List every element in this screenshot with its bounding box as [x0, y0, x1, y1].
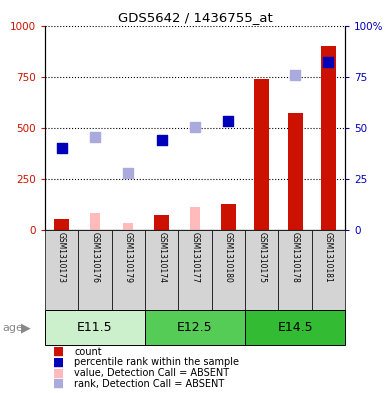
Bar	[190, 208, 200, 230]
Bar	[145, 230, 178, 310]
Text: GSM1310181: GSM1310181	[324, 232, 333, 283]
Text: age: age	[2, 323, 23, 333]
Text: GSM1310178: GSM1310178	[291, 232, 300, 283]
Bar	[45, 230, 78, 310]
Bar	[312, 230, 345, 310]
Bar	[45, 310, 145, 345]
Bar	[145, 310, 245, 345]
Bar	[178, 230, 212, 310]
Text: GSM1310180: GSM1310180	[224, 232, 233, 283]
Point	[225, 118, 232, 124]
Text: GSM1310177: GSM1310177	[190, 232, 200, 283]
Bar	[90, 213, 100, 230]
Point	[325, 59, 332, 66]
Text: percentile rank within the sample: percentile rank within the sample	[74, 357, 239, 367]
Text: ■: ■	[53, 356, 64, 369]
Bar	[212, 230, 245, 310]
Bar	[254, 79, 269, 230]
Text: count: count	[74, 347, 102, 357]
Point	[292, 72, 298, 78]
Text: GSM1310174: GSM1310174	[157, 232, 166, 283]
Bar	[78, 230, 112, 310]
Text: ■: ■	[53, 377, 64, 390]
Text: rank, Detection Call = ABSENT: rank, Detection Call = ABSENT	[74, 378, 224, 389]
Bar	[154, 215, 169, 230]
Text: ■: ■	[53, 345, 64, 358]
Text: GSM1310173: GSM1310173	[57, 232, 66, 283]
Bar	[221, 204, 236, 230]
Text: ▶: ▶	[21, 321, 31, 334]
Text: GSM1310179: GSM1310179	[124, 232, 133, 283]
Point	[192, 123, 198, 130]
Point	[158, 137, 165, 143]
Text: E14.5: E14.5	[277, 321, 313, 334]
Text: value, Detection Call = ABSENT: value, Detection Call = ABSENT	[74, 368, 229, 378]
Bar	[278, 230, 312, 310]
Text: GSM1310175: GSM1310175	[257, 232, 266, 283]
Bar	[245, 310, 345, 345]
Bar	[321, 46, 336, 230]
Bar	[123, 223, 133, 230]
Bar	[54, 219, 69, 230]
Text: GSM1310176: GSM1310176	[90, 232, 99, 283]
Point	[92, 134, 98, 140]
Bar	[287, 114, 303, 230]
Point	[58, 145, 65, 151]
Title: GDS5642 / 1436755_at: GDS5642 / 1436755_at	[118, 11, 272, 24]
Bar	[245, 230, 278, 310]
Text: ■: ■	[53, 366, 64, 380]
Point	[125, 169, 131, 176]
Text: E11.5: E11.5	[77, 321, 113, 334]
Text: E12.5: E12.5	[177, 321, 213, 334]
Bar	[112, 230, 145, 310]
